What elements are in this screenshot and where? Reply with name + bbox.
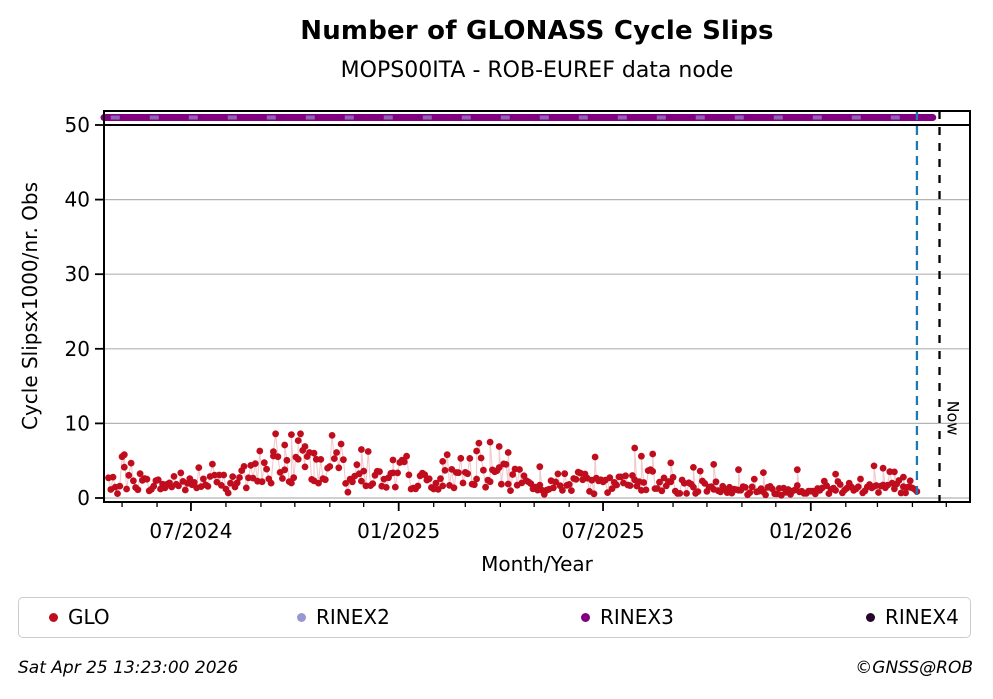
axes-box bbox=[103, 110, 971, 503]
axis-ticks-and-labels: 07/2024 01/2025 07/2025 01/2026 0 10 20 30 40 50 bbox=[65, 113, 947, 543]
legend: GLO RINEX2 RINEX3 RINEX4 bbox=[18, 597, 971, 638]
y-tick-label: 30 bbox=[65, 262, 90, 286]
now-line-label: Now bbox=[943, 400, 963, 436]
chart-subtitle: MOPS00ITA - ROB-EUREF data node bbox=[340, 58, 734, 83]
legend-item-rinex3: RINEX3 bbox=[581, 598, 674, 636]
y-tick-label: 0 bbox=[77, 486, 90, 510]
y-tick-label: 10 bbox=[65, 411, 90, 435]
rinex3-marker-icon bbox=[581, 612, 590, 622]
plot-timestamp: Sat Apr 25 13:23:00 2026 bbox=[18, 658, 239, 678]
legend-item-rinex4: RINEX4 bbox=[866, 598, 959, 636]
legend-label-rinex4: RINEX4 bbox=[885, 605, 959, 629]
glo-marker-icon bbox=[49, 612, 58, 622]
legend-label-rinex3: RINEX3 bbox=[600, 605, 674, 629]
x-tick-label: 07/2025 bbox=[562, 519, 645, 543]
reference-vlines bbox=[915, 111, 941, 502]
x-tick-label: 01/2026 bbox=[769, 519, 852, 543]
legend-label-glo: GLO bbox=[68, 605, 110, 629]
legend-label-rinex2: RINEX2 bbox=[316, 605, 390, 629]
y-tick-label: 50 bbox=[65, 113, 90, 137]
x-tick-label: 01/2025 bbox=[357, 519, 440, 543]
x-tick-label: 07/2024 bbox=[149, 519, 232, 543]
glo-series-points bbox=[105, 430, 921, 499]
rinex2-marker-icon bbox=[297, 612, 306, 622]
gridlines bbox=[104, 199, 970, 499]
legend-item-glo: GLO bbox=[49, 598, 110, 636]
copyright-credit: ©GNSS@ROB bbox=[855, 658, 973, 678]
chart-title: Number of GLONASS Cycle Slips bbox=[300, 16, 774, 46]
y-tick-label: 20 bbox=[65, 337, 90, 361]
y-tick-label: 40 bbox=[65, 188, 90, 212]
rinex4-marker-icon bbox=[866, 612, 875, 622]
legend-item-rinex2: RINEX2 bbox=[297, 598, 390, 636]
x-axis-label: Month/Year bbox=[481, 552, 593, 576]
